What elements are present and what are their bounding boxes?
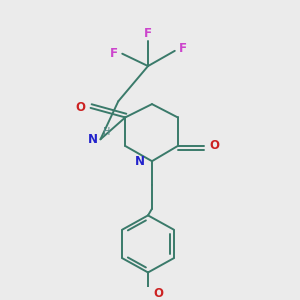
Text: N: N: [135, 155, 145, 168]
Text: O: O: [209, 140, 219, 152]
Text: O: O: [76, 101, 85, 114]
Text: F: F: [144, 27, 152, 40]
Text: F: F: [110, 47, 118, 60]
Text: H: H: [103, 127, 110, 137]
Text: N: N: [88, 133, 98, 146]
Text: O: O: [153, 287, 163, 300]
Text: F: F: [179, 42, 187, 56]
